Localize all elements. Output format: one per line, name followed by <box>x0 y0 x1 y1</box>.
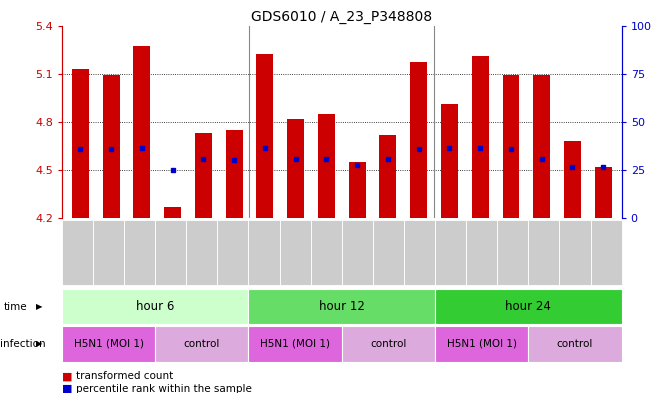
Text: time: time <box>3 301 27 312</box>
Bar <box>164 207 181 218</box>
Text: percentile rank within the sample: percentile rank within the sample <box>76 384 252 393</box>
Text: control: control <box>370 339 407 349</box>
Text: H5N1 (MOI 1): H5N1 (MOI 1) <box>447 339 517 349</box>
Text: ■: ■ <box>62 384 72 393</box>
Bar <box>441 104 458 218</box>
Bar <box>595 167 612 218</box>
Bar <box>318 114 335 218</box>
Bar <box>287 119 304 218</box>
Bar <box>349 162 366 218</box>
Bar <box>195 133 212 218</box>
Bar <box>533 75 550 218</box>
Text: hour 12: hour 12 <box>319 300 365 313</box>
Text: GDS6010 / A_23_P348808: GDS6010 / A_23_P348808 <box>251 10 432 24</box>
Text: infection: infection <box>0 339 46 349</box>
Bar <box>103 75 120 218</box>
Bar <box>380 135 396 218</box>
Bar <box>226 130 243 218</box>
Bar <box>72 69 89 218</box>
Text: ■: ■ <box>62 371 72 382</box>
Text: transformed count: transformed count <box>76 371 173 382</box>
Text: hour 24: hour 24 <box>505 300 551 313</box>
Text: control: control <box>184 339 220 349</box>
Text: ▶: ▶ <box>36 340 42 348</box>
Bar <box>256 55 273 218</box>
Bar <box>133 46 150 218</box>
Bar <box>503 75 519 218</box>
Text: H5N1 (MOI 1): H5N1 (MOI 1) <box>74 339 143 349</box>
Text: H5N1 (MOI 1): H5N1 (MOI 1) <box>260 339 330 349</box>
Bar <box>410 62 427 218</box>
Text: control: control <box>557 339 593 349</box>
Text: hour 6: hour 6 <box>136 300 174 313</box>
Bar <box>564 141 581 218</box>
Bar <box>472 56 489 218</box>
Text: ▶: ▶ <box>36 302 42 311</box>
